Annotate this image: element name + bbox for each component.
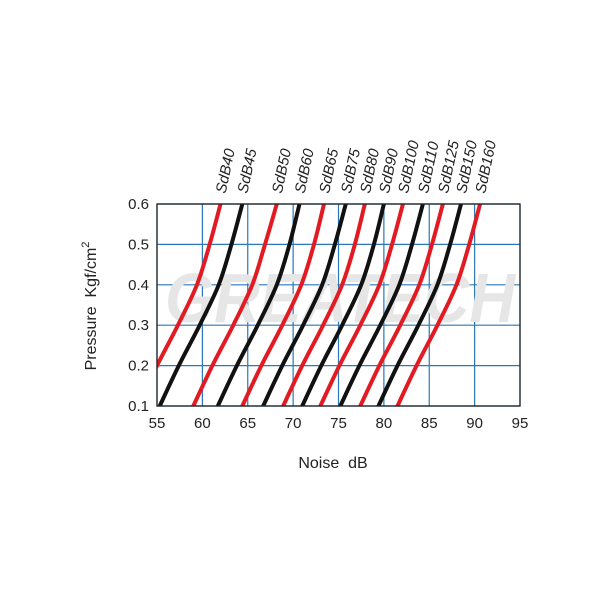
x-tick-labels: 55 60 65 70 75 80 85 90 95 [149,415,529,432]
y-axis-title: Pressure Kgf/cm2 [80,242,100,371]
curve-label-sdb50: SdB50 [269,147,295,195]
x-tick-label: 70 [285,415,302,432]
curve-sdb50 [191,204,279,406]
curve-sdb125 [358,204,445,406]
curve-sdb80 [281,204,367,406]
curve-label-sdb45: SdB45 [235,147,261,195]
y-tick-label: 0.4 [128,277,149,294]
x-tick-label: 90 [466,415,483,432]
curves [157,204,483,406]
x-axis-title: Noise dB [298,455,367,472]
curve-sdb160 [395,204,483,406]
curve-sdb40 [157,204,223,371]
y-tick-label: 0.6 [128,196,149,213]
x-tick-label: 80 [376,415,393,432]
curve-sdb90 [300,204,386,406]
y-tick-label: 0.3 [128,317,149,334]
y-tick-label: 0.5 [128,236,149,253]
x-tick-label: 60 [194,415,211,432]
curve-sdb45 [157,204,245,406]
plot-frame [156,203,521,407]
curve-sdb75 [261,204,348,406]
y-tick-label: 0.1 [128,398,149,415]
y-axis-title-superscript: 2 [80,242,92,248]
y-tick-label: 0.2 [128,358,149,375]
curve-label-sdb60: SdB60 [292,147,318,195]
curve-sdb65 [240,204,326,406]
x-tick-label: 65 [239,415,256,432]
y-axis-title-text: Pressure Kgf/cm [83,248,100,371]
curve-sdb150 [376,204,464,406]
x-tick-label: 55 [149,415,166,432]
curve-sdb100 [318,204,405,406]
x-tick-label: 95 [512,415,529,432]
curve-sdb60 [215,204,302,406]
x-tick-label: 85 [421,415,438,432]
x-tick-label: 75 [330,415,347,432]
curve-sdb110 [338,204,425,406]
y-tick-labels: 0.1 0.2 0.3 0.4 0.5 0.6 [128,196,149,415]
